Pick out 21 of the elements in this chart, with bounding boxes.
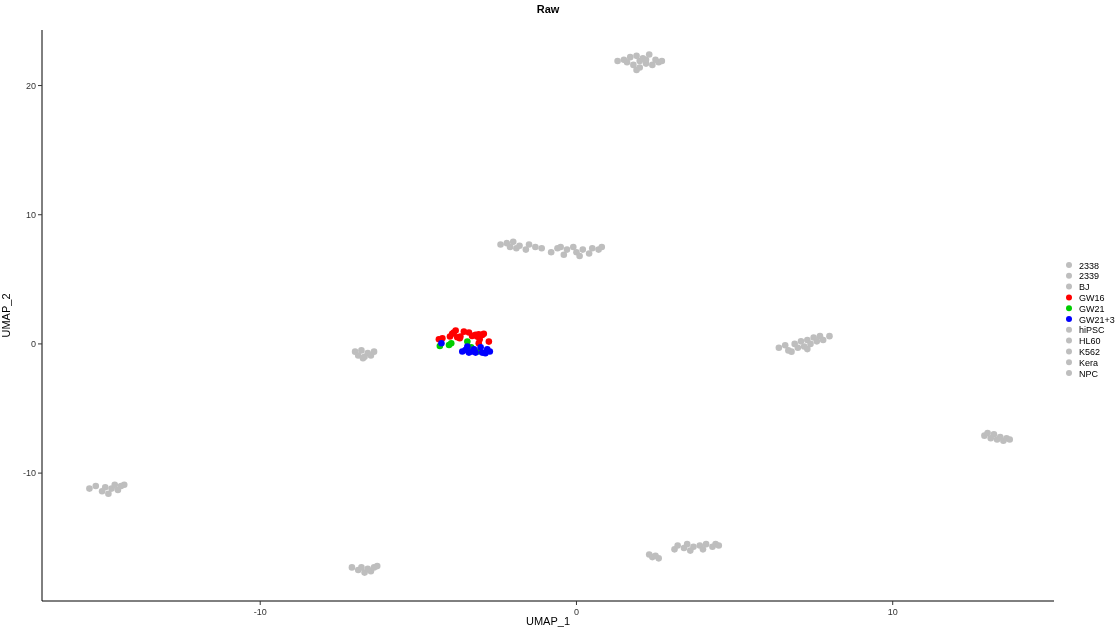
y-axis-title: UMAP_2 <box>0 293 12 338</box>
legend-label: GW21+3 <box>1079 314 1115 325</box>
legend-label: Kera <box>1079 357 1099 368</box>
legend-label: K562 <box>1079 346 1101 357</box>
legend-label: 2339 <box>1079 271 1100 282</box>
y-tick-label: 20 <box>25 80 36 91</box>
x-tick-label: 0 <box>573 607 579 617</box>
legend-label: BJ <box>1079 282 1090 293</box>
legend-label: GW21 <box>1079 303 1105 314</box>
legend-label: HL60 <box>1079 336 1101 347</box>
y-tick-label: 10 <box>25 209 36 220</box>
y-tick-label: 0 <box>30 338 36 349</box>
legend-label: hiPSC <box>1079 325 1106 336</box>
y-tick-label: -10 <box>22 468 36 479</box>
legend-label: NPC <box>1079 368 1099 379</box>
legend-label: GW16 <box>1079 292 1105 303</box>
legend-label: 2338 <box>1079 260 1100 271</box>
chart-title: Raw <box>536 3 560 15</box>
x-axis-title: UMAP_1 <box>525 615 571 627</box>
x-tick-label: 10 <box>887 607 898 617</box>
x-tick-label: -10 <box>253 607 267 617</box>
